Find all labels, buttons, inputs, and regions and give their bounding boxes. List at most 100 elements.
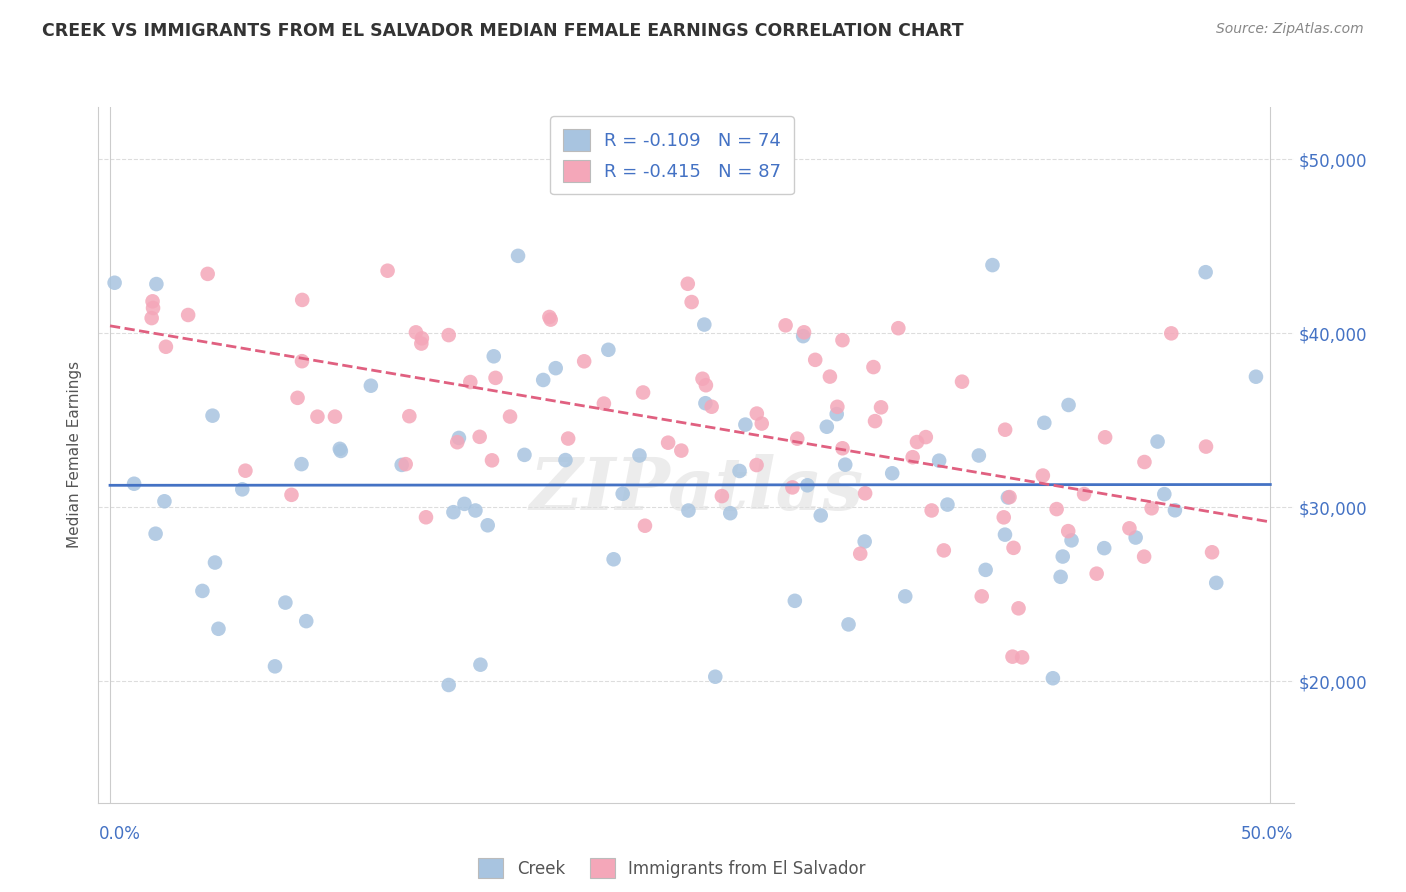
Point <box>287 391 309 405</box>
Point <box>1153 487 1175 501</box>
Point <box>657 435 679 450</box>
Point <box>1195 440 1218 454</box>
Point <box>882 467 904 481</box>
Point <box>796 478 818 492</box>
Point <box>538 310 561 324</box>
Point <box>734 417 756 432</box>
Point <box>153 494 176 508</box>
Point <box>141 311 163 326</box>
Point <box>593 396 616 410</box>
Point <box>1073 487 1095 501</box>
Point <box>981 258 1004 272</box>
Point <box>1146 434 1168 449</box>
Point <box>695 396 717 410</box>
Point <box>671 443 693 458</box>
Point <box>681 295 703 310</box>
Point <box>950 375 973 389</box>
Point <box>1060 533 1083 548</box>
Point <box>122 476 145 491</box>
Point <box>704 670 727 684</box>
Point <box>602 552 624 566</box>
Point <box>1049 570 1071 584</box>
Point <box>458 375 481 389</box>
Point <box>921 503 943 517</box>
Point <box>834 458 856 472</box>
Point <box>411 336 433 351</box>
Point <box>290 457 312 471</box>
Point <box>994 527 1017 541</box>
Point <box>1160 326 1182 341</box>
Point <box>870 401 893 415</box>
Point <box>191 583 214 598</box>
Point <box>1032 468 1054 483</box>
Point <box>499 409 522 424</box>
Point <box>291 354 314 368</box>
Point <box>1052 549 1074 564</box>
Point <box>554 453 576 467</box>
Point <box>1057 524 1080 538</box>
Point <box>437 678 460 692</box>
Point <box>818 369 841 384</box>
Point <box>967 449 990 463</box>
Point <box>676 277 699 291</box>
Point <box>1085 566 1108 581</box>
Point <box>831 442 853 456</box>
Point <box>360 378 382 392</box>
Point <box>411 331 433 345</box>
Point <box>1007 601 1029 615</box>
Point <box>678 503 700 517</box>
Point <box>783 594 806 608</box>
Text: 50.0%: 50.0% <box>1241 825 1294 843</box>
Point <box>398 409 420 424</box>
Point <box>775 318 797 333</box>
Point <box>997 491 1019 505</box>
Point <box>901 450 924 465</box>
Y-axis label: Median Female Earnings: Median Female Earnings <box>67 361 83 549</box>
Point <box>280 488 302 502</box>
Point <box>557 432 579 446</box>
Point <box>477 518 499 533</box>
Point <box>1118 521 1140 535</box>
Point <box>201 409 224 423</box>
Point <box>207 622 229 636</box>
Point <box>745 458 768 472</box>
Point <box>155 340 177 354</box>
Point <box>464 503 486 517</box>
Point <box>695 378 717 392</box>
Point <box>531 373 554 387</box>
Text: 0.0%: 0.0% <box>98 825 141 843</box>
Point <box>145 526 167 541</box>
Point <box>142 294 165 309</box>
Point <box>853 534 876 549</box>
Point <box>786 432 808 446</box>
Point <box>804 352 827 367</box>
Point <box>1205 575 1227 590</box>
Point <box>862 360 884 375</box>
Point <box>1194 265 1216 279</box>
Point <box>264 659 287 673</box>
Point <box>634 518 657 533</box>
Point <box>1042 671 1064 685</box>
Point <box>391 458 413 472</box>
Point <box>145 277 167 291</box>
Point <box>231 483 253 497</box>
Point <box>1140 501 1163 516</box>
Text: ZIPatlas: ZIPatlas <box>529 454 863 525</box>
Point <box>914 430 936 444</box>
Point <box>484 371 506 385</box>
Point <box>329 442 352 456</box>
Point <box>700 400 723 414</box>
Point <box>1133 549 1156 564</box>
Point <box>1092 541 1115 556</box>
Point <box>446 435 468 450</box>
Point <box>612 487 634 501</box>
Point <box>1057 398 1080 412</box>
Point <box>693 318 716 332</box>
Point <box>810 508 832 523</box>
Point <box>905 435 928 450</box>
Point <box>792 329 814 343</box>
Point <box>1046 502 1069 516</box>
Point <box>1201 545 1223 559</box>
Point <box>1094 430 1116 444</box>
Point <box>197 267 219 281</box>
